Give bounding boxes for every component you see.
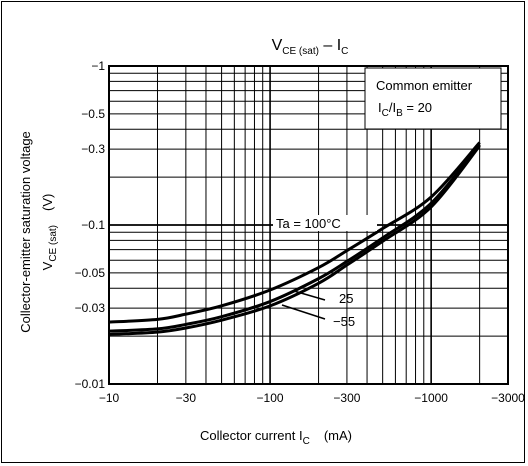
y-tick-label: −0.3 — [81, 142, 105, 156]
svg-text:Collector current IC(mA): Collector current IC (mA) — [200, 428, 352, 447]
annotation-25: 25 — [339, 291, 353, 306]
x-tick-label: −10 — [99, 391, 120, 405]
annotation-leader-25 — [294, 291, 325, 300]
ylabel-unit: (V) — [40, 194, 55, 211]
x-tick-label: −3000 — [491, 391, 525, 405]
chart-title: VCE (sat) – IC — [272, 37, 349, 57]
annotation-ta-100: Ta = 100°C — [276, 216, 341, 231]
y-tick-label: −0.1 — [81, 218, 105, 232]
xlabel-unit: (mA) — [324, 428, 352, 443]
legend-slash: /I — [389, 100, 396, 115]
x-tick-label: −100 — [257, 391, 284, 405]
y-tick-label: −0.5 — [81, 107, 105, 121]
ylabel-v: V — [40, 261, 55, 270]
title-rest: – I — [319, 37, 341, 54]
y-tick-label: −1 — [91, 59, 105, 73]
legend-ic-sub: C — [382, 108, 389, 119]
ylabel-sub: CE (sat) — [48, 225, 59, 262]
legend-box: Common emitter IC/IB = 20 — [365, 68, 501, 129]
title-sub2: C — [341, 46, 348, 57]
xlabel-sub: C — [303, 436, 310, 447]
ylabel-line1: Collector-emitter saturation voltage — [18, 131, 33, 333]
ylabel-line2: VCE (sat) (V) — [40, 194, 59, 271]
xlabel-main: Collector current I — [200, 428, 303, 443]
y-tick-label: −0.05 — [75, 266, 106, 280]
y-tick-label: −0.01 — [75, 377, 106, 391]
svg-text:VCE (sat) – IC: VCE (sat) – IC — [272, 37, 349, 57]
x-tick-label: −300 — [333, 391, 360, 405]
x-tick-label: −30 — [176, 391, 197, 405]
y-axis-label: Collector-emitter saturation voltage VCE… — [18, 131, 59, 333]
title-sub: CE (sat) — [282, 46, 319, 57]
title-v: V — [272, 37, 283, 54]
legend-line1: Common emitter — [376, 78, 473, 93]
annotation-neg55: −55 — [333, 314, 355, 329]
x-axis-label: Collector current IC (mA) — [200, 428, 352, 447]
x-tick-label: −1000 — [414, 391, 448, 405]
y-tick-label: −0.03 — [75, 301, 106, 315]
legend-eq: = 20 — [403, 100, 432, 115]
